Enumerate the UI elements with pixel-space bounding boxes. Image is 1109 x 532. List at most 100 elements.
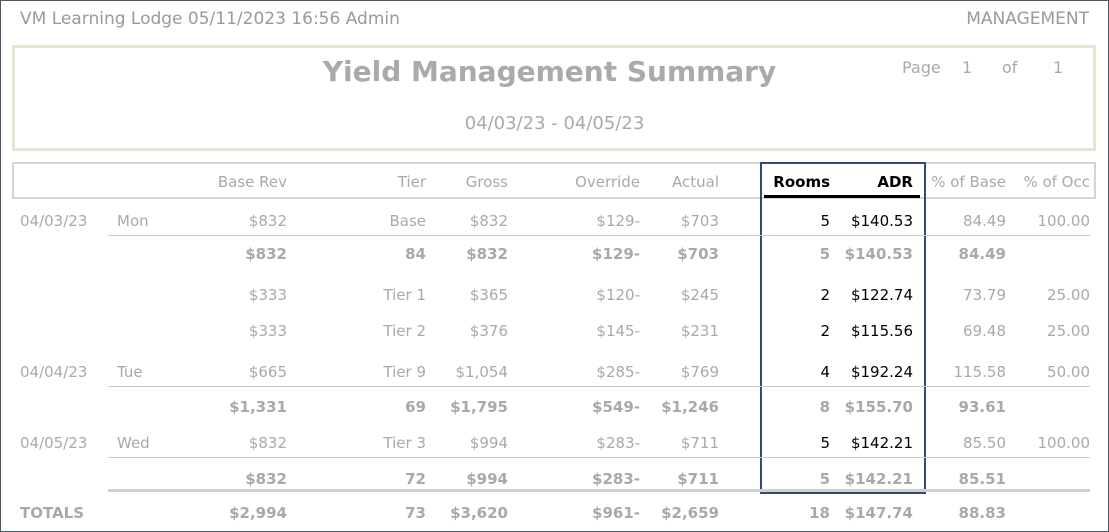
cell-actual: $245 xyxy=(680,286,719,304)
title-box xyxy=(12,45,1096,151)
of-label: of xyxy=(1002,58,1018,77)
table-header-box xyxy=(12,162,1096,199)
cell-adr: $147.74 xyxy=(844,504,913,522)
cell-tier: 72 xyxy=(405,470,426,488)
cell-pct-occ: 50.00 xyxy=(1047,363,1090,381)
cell-pct-occ: 25.00 xyxy=(1047,286,1090,304)
cell-gross: $376 xyxy=(469,322,508,340)
cell-gross: $1,054 xyxy=(455,363,509,381)
header-left: VM Learning Lodge 05/11/2023 16:56 Admin xyxy=(20,9,400,29)
cell-override: $549- xyxy=(592,398,640,416)
cell-tier: Tier 1 xyxy=(383,286,426,304)
cell-base-rev: $832 xyxy=(248,212,287,230)
cell-pct-base: 73.79 xyxy=(963,286,1006,304)
row-date: TOTALS xyxy=(20,504,85,522)
row-rule xyxy=(108,235,1090,236)
page-label: Page xyxy=(902,58,941,77)
cell-pct-base: 88.83 xyxy=(958,504,1006,522)
cell-gross: $365 xyxy=(469,286,508,304)
cell-adr: $122.74 xyxy=(850,286,913,304)
column-header: ADR xyxy=(877,173,913,191)
cell-actual: $1,246 xyxy=(661,398,719,416)
row-date: 04/03/23 xyxy=(20,212,88,230)
cell-rooms: 5 xyxy=(819,470,830,488)
cell-actual: $2,659 xyxy=(661,504,719,522)
cell-adr: $142.21 xyxy=(850,434,913,452)
row-date: 04/04/23 xyxy=(20,363,88,381)
row-day: Tue xyxy=(117,363,143,381)
cell-pct-occ: 25.00 xyxy=(1047,322,1090,340)
cell-actual: $711 xyxy=(677,470,719,488)
page-number: 1 xyxy=(962,58,973,77)
cell-override: $283- xyxy=(592,470,640,488)
cell-base-rev: $832 xyxy=(248,434,287,452)
cell-pct-base: 85.51 xyxy=(958,470,1006,488)
cell-override: $961- xyxy=(592,504,640,522)
cell-base-rev: $832 xyxy=(245,245,287,263)
header-right: MANAGEMENT xyxy=(966,9,1089,29)
cell-actual: $703 xyxy=(677,245,719,263)
cell-override: $283- xyxy=(596,434,640,452)
page-count: 1 xyxy=(1053,58,1064,77)
cell-rooms: 4 xyxy=(820,363,830,381)
cell-base-rev: $1,331 xyxy=(229,398,287,416)
report-title: Yield Management Summary xyxy=(322,55,777,88)
highlight-box xyxy=(760,162,926,494)
row-rule xyxy=(108,386,1090,387)
cell-pct-base: 115.58 xyxy=(953,363,1007,381)
row-rule xyxy=(108,457,1090,458)
cell-pct-base: 84.49 xyxy=(958,245,1006,263)
cell-adr: $192.24 xyxy=(850,363,913,381)
cell-adr: $155.70 xyxy=(844,398,913,416)
cell-adr: $140.53 xyxy=(850,212,913,230)
date-range: 04/03/23 - 04/05/23 xyxy=(464,113,645,134)
column-header: Rooms xyxy=(773,173,830,191)
cell-actual: $703 xyxy=(680,212,719,230)
cell-pct-occ: 100.00 xyxy=(1037,212,1091,230)
cell-rooms: 2 xyxy=(820,322,830,340)
cell-pct-base: 93.61 xyxy=(958,398,1006,416)
cell-tier: Tier 2 xyxy=(383,322,426,340)
cell-actual: $231 xyxy=(680,322,719,340)
cell-tier: Tier 3 xyxy=(383,434,426,452)
cell-tier: 73 xyxy=(405,504,426,522)
cell-tier: 69 xyxy=(405,398,426,416)
row-day: Wed xyxy=(117,434,150,452)
cell-rooms: 18 xyxy=(809,504,830,522)
cell-pct-occ: 100.00 xyxy=(1037,434,1091,452)
column-header: Actual xyxy=(672,173,719,191)
cell-tier: 84 xyxy=(405,245,426,263)
cell-gross: $832 xyxy=(469,212,508,230)
cell-pct-base: 85.50 xyxy=(963,434,1006,452)
column-header: Tier xyxy=(397,173,426,191)
column-header: % of Occ xyxy=(1023,173,1090,191)
totals-rule xyxy=(108,489,1090,492)
cell-rooms: 5 xyxy=(819,245,830,263)
cell-rooms: 2 xyxy=(820,286,830,304)
cell-gross: $994 xyxy=(466,470,508,488)
cell-tier: Tier 9 xyxy=(383,363,426,381)
cell-adr: $142.21 xyxy=(844,470,913,488)
cell-override: $145- xyxy=(596,322,640,340)
cell-pct-base: 84.49 xyxy=(963,212,1006,230)
column-header: Base Rev xyxy=(217,173,287,191)
cell-override: $285- xyxy=(596,363,640,381)
cell-gross: $3,620 xyxy=(450,504,508,522)
cell-adr: $115.56 xyxy=(850,322,913,340)
cell-override: $120- xyxy=(596,286,640,304)
cell-override: $129- xyxy=(592,245,640,263)
cell-base-rev: $333 xyxy=(248,286,287,304)
cell-base-rev: $832 xyxy=(245,470,287,488)
row-day: Mon xyxy=(117,212,149,230)
cell-rooms: 5 xyxy=(820,434,830,452)
cell-actual: $769 xyxy=(680,363,719,381)
cell-override: $129- xyxy=(596,212,640,230)
cell-actual: $711 xyxy=(680,434,719,452)
cell-pct-base: 69.48 xyxy=(963,322,1006,340)
cell-rooms: 5 xyxy=(820,212,830,230)
highlight-underline xyxy=(764,195,920,198)
column-header: Gross xyxy=(465,173,508,191)
row-date: 04/05/23 xyxy=(20,434,88,452)
cell-gross: $994 xyxy=(469,434,508,452)
